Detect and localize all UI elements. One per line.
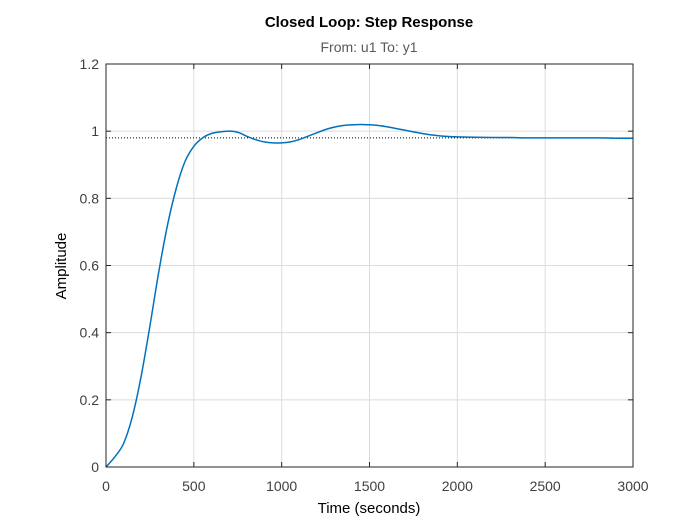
y-tick-label: 1 [91, 123, 99, 139]
chart-subtitle: From: u1 To: y1 [320, 39, 417, 55]
x-tick-label: 2000 [442, 478, 473, 494]
x-tick-label: 1500 [354, 478, 385, 494]
y-tick-labels: 0 0.2 0.4 0.6 0.8 1 1.2 [80, 56, 100, 475]
y-tick-label: 1.2 [80, 56, 100, 72]
y-tick-label: 0.2 [80, 392, 100, 408]
x-tick-label: 500 [182, 478, 206, 494]
chart-title: Closed Loop: Step Response [265, 14, 473, 31]
x-tick-label: 1000 [266, 478, 297, 494]
y-tick-label: 0.6 [80, 258, 100, 274]
x-axis-label: Time (seconds) [318, 500, 421, 517]
y-tick-label: 0 [91, 459, 99, 475]
x-tick-labels: 0 500 1000 1500 2000 2500 3000 [102, 478, 649, 494]
y-axis-label: Amplitude [53, 233, 70, 300]
x-tick-label: 3000 [617, 478, 648, 494]
x-tick-label: 0 [102, 478, 110, 494]
x-tick-label: 2500 [530, 478, 561, 494]
series-line [105, 123, 634, 468]
y-tick-label: 0.4 [80, 325, 100, 341]
y-tick-label: 0.8 [80, 190, 100, 206]
tick-marks [105, 63, 634, 468]
